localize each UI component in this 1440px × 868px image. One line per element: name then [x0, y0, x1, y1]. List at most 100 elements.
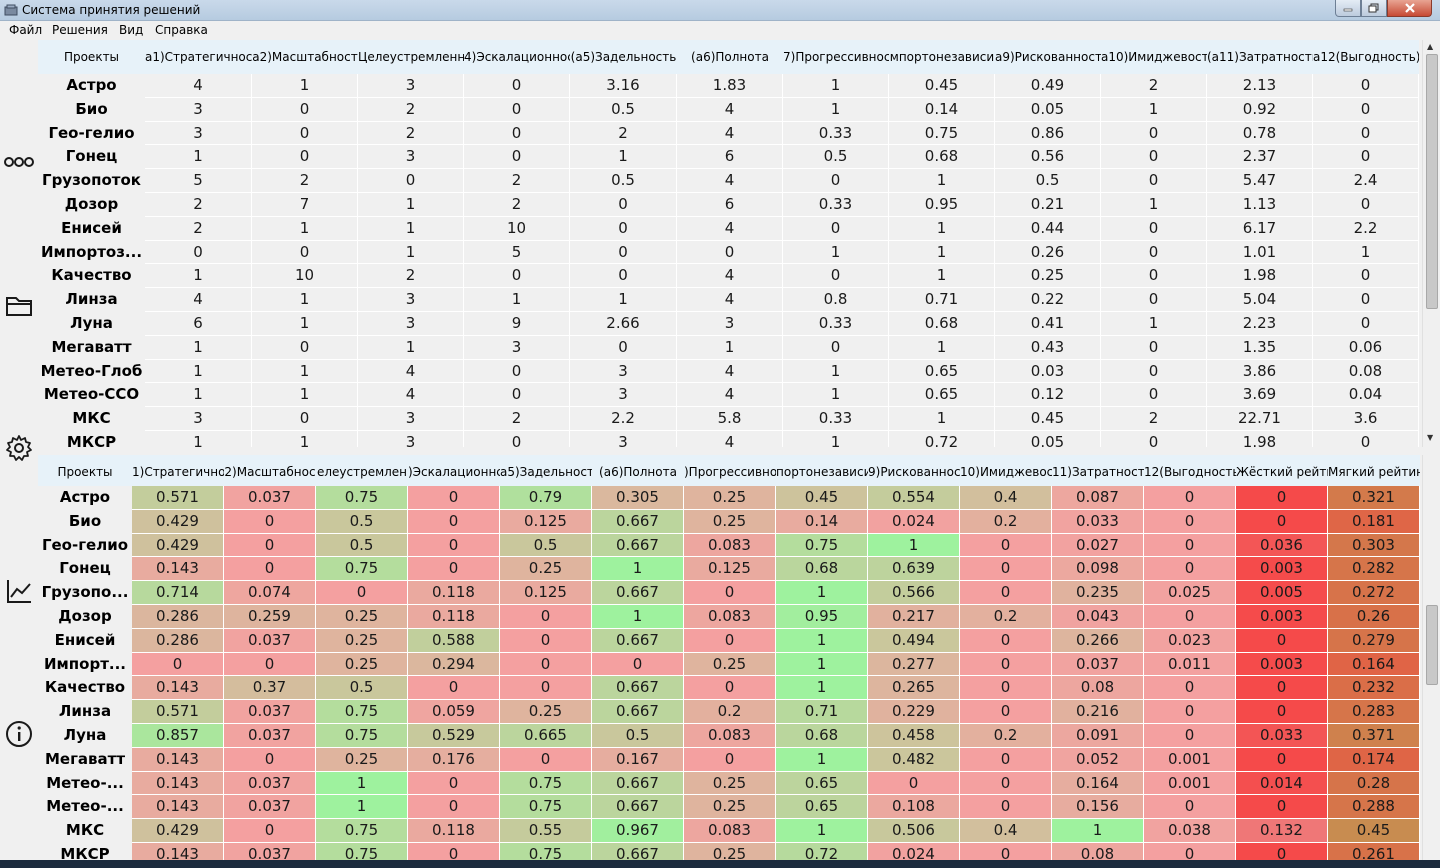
table-cell[interactable]: 0.03: [995, 359, 1101, 384]
table-cell[interactable]: 0.79: [500, 486, 592, 510]
table-cell[interactable]: 0: [252, 240, 358, 265]
table-cell[interactable]: 0.566: [868, 581, 960, 605]
table-cell[interactable]: 0.68: [889, 145, 995, 170]
table-cell[interactable]: 0.143: [132, 557, 224, 582]
table-cell[interactable]: 0.371: [1328, 724, 1420, 748]
table-cell[interactable]: 0.75: [316, 700, 408, 724]
table-cell[interactable]: 2.2: [1313, 216, 1419, 241]
table-cell[interactable]: 0.174: [1328, 747, 1420, 772]
row-project-name[interactable]: Импорт...: [38, 652, 132, 677]
table-cell[interactable]: 2.66: [570, 312, 677, 336]
table-cell[interactable]: 0.95: [776, 605, 868, 629]
table-cell[interactable]: 1: [889, 264, 995, 289]
row-project-name[interactable]: Метео-ССО: [38, 383, 145, 408]
table-cell[interactable]: 0.68: [889, 312, 995, 336]
maximize-button[interactable]: [1361, 0, 1387, 17]
table-cell[interactable]: 1: [145, 359, 252, 384]
table-cell[interactable]: 0.667: [592, 676, 684, 701]
table-cell[interactable]: 2.13: [1207, 74, 1313, 98]
table-cell[interactable]: 2: [358, 264, 464, 289]
table-cell[interactable]: 0.5: [316, 509, 408, 534]
table-cell[interactable]: 0.125: [500, 509, 592, 534]
row-project-name[interactable]: Астро: [38, 486, 132, 510]
table-cell[interactable]: 0.667: [592, 509, 684, 534]
table-cell[interactable]: 6.17: [1207, 216, 1313, 241]
table-cell[interactable]: 0: [1101, 359, 1207, 384]
table-cell[interactable]: 0.083: [684, 605, 776, 629]
table-cell[interactable]: 0: [1236, 747, 1328, 772]
table-cell[interactable]: 0.037: [224, 486, 316, 510]
table-cell[interactable]: 1: [464, 288, 570, 312]
column-header[interactable]: а2)Масштабност: [252, 50, 358, 64]
table-cell[interactable]: 0: [960, 771, 1052, 796]
table-cell[interactable]: 0: [960, 747, 1052, 772]
table-cell[interactable]: 0: [570, 264, 677, 289]
table-cell[interactable]: 0.75: [776, 533, 868, 558]
table-cell[interactable]: 0.164: [1328, 652, 1420, 677]
menu-help[interactable]: Справка: [155, 23, 208, 37]
table-cell[interactable]: 0: [570, 193, 677, 217]
table-cell[interactable]: 0.083: [684, 724, 776, 748]
table-cell[interactable]: 0.71: [776, 700, 868, 724]
table-cell[interactable]: 1.01: [1207, 240, 1313, 265]
table-cell[interactable]: 1: [783, 74, 889, 98]
table-cell[interactable]: 1: [358, 193, 464, 217]
column-header[interactable]: мпортонезависи: [889, 50, 995, 64]
table-cell[interactable]: 0: [677, 240, 783, 265]
table-cell[interactable]: 0.098: [1052, 557, 1144, 582]
row-project-name[interactable]: МКСР: [38, 843, 132, 860]
table-cell[interactable]: 0.25: [684, 486, 776, 510]
table-cell[interactable]: 0.074: [224, 581, 316, 605]
table-cell[interactable]: 0.279: [1328, 628, 1420, 653]
table-cell[interactable]: 0: [252, 121, 358, 146]
row-project-name[interactable]: Гео-гелио: [38, 121, 145, 146]
table-cell[interactable]: 1.35: [1207, 335, 1313, 360]
column-header[interactable]: 12(Выгодность: [1144, 465, 1236, 479]
table-cell[interactable]: 0.5: [570, 97, 677, 122]
table-cell[interactable]: 0.14: [889, 97, 995, 122]
table-cell[interactable]: 3: [464, 335, 570, 360]
table-cell[interactable]: 4: [677, 216, 783, 241]
table-cell[interactable]: 0.667: [592, 581, 684, 605]
table-cell[interactable]: 0.14: [776, 509, 868, 534]
table-cell[interactable]: 0.78: [1207, 121, 1313, 146]
scrollbar-thumb[interactable]: [1426, 605, 1438, 685]
table-cell[interactable]: 0: [1236, 486, 1328, 510]
table-cell[interactable]: 1: [592, 605, 684, 629]
table-cell[interactable]: 0.25: [500, 700, 592, 724]
table-cell[interactable]: 5: [145, 169, 252, 193]
table-cell[interactable]: 2: [358, 121, 464, 146]
table-cell[interactable]: 0: [960, 676, 1052, 701]
table-cell[interactable]: 0.083: [684, 819, 776, 843]
table-cell[interactable]: 0.588: [408, 628, 500, 653]
table-cell[interactable]: 0: [960, 581, 1052, 605]
column-header[interactable]: 9)Рискованнос: [868, 465, 960, 479]
table-cell[interactable]: 0.143: [132, 676, 224, 701]
table-cell[interactable]: 1: [1052, 819, 1144, 843]
table-cell[interactable]: 0.283: [1328, 700, 1420, 724]
table-cell[interactable]: 0.143: [132, 747, 224, 772]
table-cell[interactable]: 0: [464, 74, 570, 98]
table-cell[interactable]: 0.235: [1052, 581, 1144, 605]
table-cell[interactable]: 0.216: [1052, 700, 1144, 724]
table-cell[interactable]: 0.25: [684, 509, 776, 534]
table-cell[interactable]: 0.181: [1328, 509, 1420, 534]
table-cell[interactable]: 0.036: [1236, 533, 1328, 558]
table-cell[interactable]: 5: [464, 240, 570, 265]
table-cell[interactable]: 0: [570, 335, 677, 360]
table-cell[interactable]: 0.529: [408, 724, 500, 748]
table-cell[interactable]: 0: [684, 747, 776, 772]
table-cell[interactable]: 0: [408, 676, 500, 701]
table-cell[interactable]: 0: [1101, 145, 1207, 170]
table-cell[interactable]: 0.667: [592, 628, 684, 653]
table-cell[interactable]: 0.5: [500, 533, 592, 558]
table-cell[interactable]: 1: [145, 431, 252, 447]
table-cell[interactable]: 1: [252, 359, 358, 384]
table-cell[interactable]: 0: [252, 407, 358, 431]
table-cell[interactable]: 0: [684, 628, 776, 653]
table-cell[interactable]: 0: [1101, 335, 1207, 360]
column-header[interactable]: а1)Стратегичност: [145, 50, 252, 64]
table-cell[interactable]: 0.12: [995, 383, 1101, 408]
table-cell[interactable]: 7: [252, 193, 358, 217]
table-cell[interactable]: 0.286: [132, 605, 224, 629]
